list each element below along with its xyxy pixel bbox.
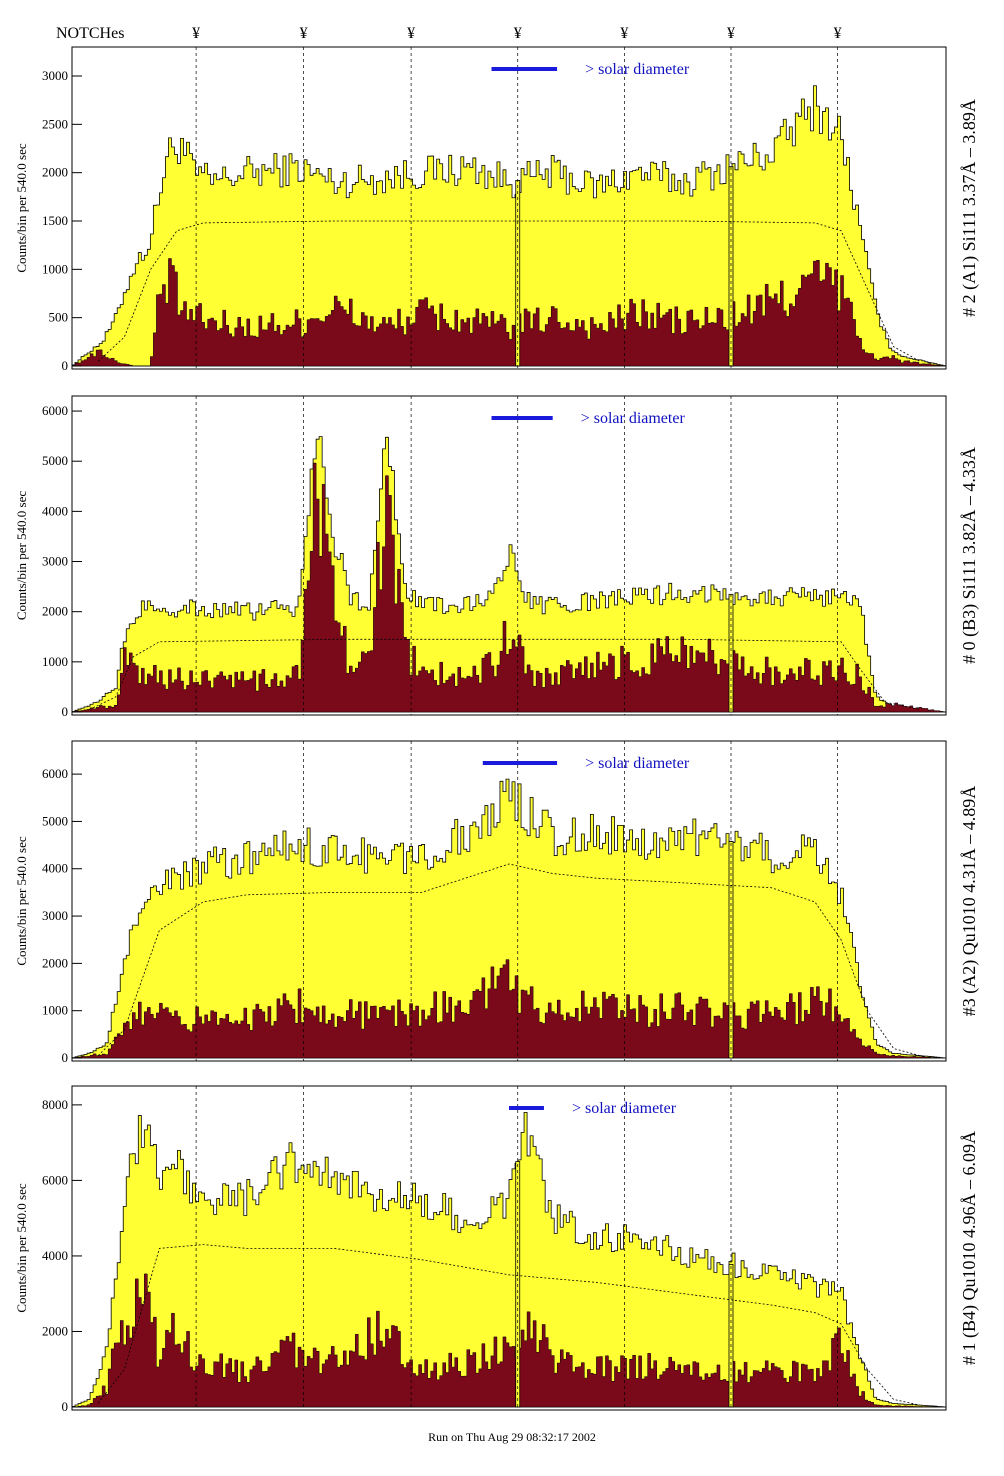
y-tick-label: 5000: [42, 813, 68, 828]
y-tick-label: 2000: [42, 604, 68, 619]
panel-b3: 0 1000 2000 3000 4000 5000 6000 Counts/bin per …: [14, 395, 980, 719]
plot-frame: [71, 46, 947, 370]
y-tick-label: 3000: [42, 68, 68, 83]
notch-marks: ¥ ¥ ¥ ¥ ¥ ¥ ¥: [192, 25, 842, 42]
panel-a2: 0 1000 2000 3000 4000 5000 6000 Counts/bin per …: [14, 740, 980, 1065]
total-counts-histogram: [71, 85, 947, 367]
notch-mark-5: ¥: [620, 25, 628, 42]
y-tick-label: 4000: [42, 1248, 68, 1263]
y-tick-label: 5000: [42, 453, 68, 468]
y-tick-label: 3000: [42, 554, 68, 569]
y-tick-label: 4000: [42, 503, 68, 518]
smoothed-curve: [97, 1244, 920, 1406]
panel-a1: 0 500 1000 1500 2000 2500 3000 Counts/bin per 5…: [14, 46, 980, 373]
panel-label: #3 (A2) Qu1010 4.31Å – 4.89Å: [959, 786, 980, 1016]
plot-frame: [71, 1085, 947, 1411]
notch-dip-1: [515, 179, 521, 367]
y-tick-label: 6000: [42, 766, 68, 781]
dark-counts-histogram: [71, 258, 947, 367]
smoothed-curve: [97, 220, 920, 362]
solar-diameter-label: > solar diameter: [572, 1100, 677, 1117]
dark-counts-histogram: [71, 959, 947, 1059]
run-timestamp: Run on Thu Aug 29 08:32:17 2002: [428, 1430, 596, 1444]
y-tick-label: 6000: [42, 403, 68, 418]
notch-mark-1: ¥: [192, 25, 200, 42]
y-axis-label: Counts/bin per 540.0 sec: [14, 1183, 29, 1312]
y-axis-label: Counts/bin per 540.0 sec: [14, 836, 29, 965]
y-tick-label: 8000: [42, 1097, 68, 1112]
y-axis-label: Counts/bin per 540.0 sec: [14, 143, 29, 272]
panel-label: # 1 (B4) Qu1010 4.96Å – 6.09Å: [959, 1131, 980, 1365]
total-counts-histogram: [71, 778, 947, 1059]
dark-counts-histogram: [71, 462, 947, 713]
notches-label: NOTCHes: [56, 25, 124, 42]
y-tick-label: 2000: [42, 955, 68, 970]
notch-mark-3: ¥: [407, 25, 415, 42]
total-counts-histogram: [71, 1111, 947, 1408]
notch-dip-1: [728, 593, 734, 713]
y-tick-label: 500: [49, 310, 69, 325]
y-tick-label: 3000: [42, 908, 68, 923]
panel-label: # 0 (B3) Si111 3.82Å – 4.33Å: [959, 447, 980, 664]
y-tick-label: 1000: [42, 261, 68, 276]
solar-diameter-label: > solar diameter: [581, 410, 686, 427]
notch-mark-4: ¥: [514, 25, 522, 42]
y-tick-label: 0: [62, 358, 69, 373]
panel-label: # 2 (A1) Si111 3.37Å – 3.89Å: [959, 99, 980, 317]
solar-diameter-label: > solar diameter: [585, 61, 690, 78]
smoothed-curve: [89, 638, 920, 710]
panels: 0 500 1000 1500 2000 2500 3000 Counts/bin per 5…: [14, 46, 980, 1414]
notch-header: NOTCHes ¥ ¥ ¥ ¥ ¥ ¥ ¥: [56, 25, 842, 42]
y-tick-label: 1500: [42, 213, 68, 228]
plot-frame: [71, 740, 947, 1062]
smoothed-curve: [97, 863, 920, 1056]
y-tick-label: 6000: [42, 1172, 68, 1187]
y-tick-label: 2500: [42, 116, 68, 131]
y-tick-label: 4000: [42, 861, 68, 876]
panel-b4: 0 2000 4000 6000 8000 Counts/bin per 540.0 se…: [14, 1085, 980, 1414]
notch-mark-2: ¥: [300, 25, 308, 42]
solar-diameter-label: > solar diameter: [585, 755, 690, 772]
dark-counts-histogram: [71, 1273, 947, 1408]
notch-mark-6: ¥: [727, 25, 735, 42]
notch-dip-1: [728, 841, 734, 1059]
notch-mark-7: ¥: [834, 25, 842, 42]
y-tick-label: 0: [62, 1399, 69, 1414]
y-tick-label: 0: [62, 1050, 69, 1065]
y-tick-label: 2000: [42, 1323, 68, 1338]
y-tick-label: 1000: [42, 1003, 68, 1018]
y-tick-label: 2000: [42, 165, 68, 180]
plot-frame: [71, 395, 947, 716]
y-tick-label: 1000: [42, 654, 68, 669]
total-counts-histogram: [71, 436, 947, 713]
y-tick-label: 0: [62, 704, 69, 719]
y-axis-label: Counts/bin per 540.0 sec: [14, 491, 29, 620]
